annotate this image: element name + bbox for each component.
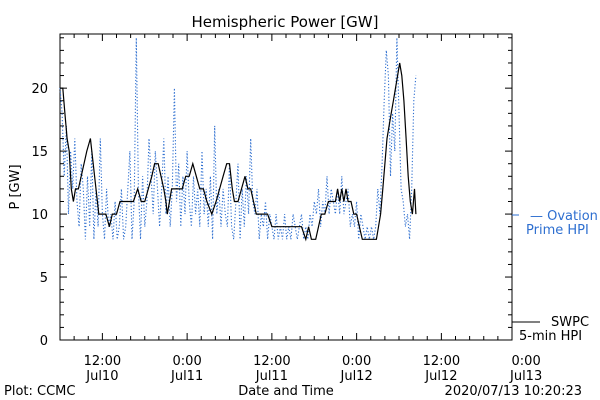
x-tick-time-label: 12:00 (423, 354, 460, 369)
x-tick-date-label: Jul11 (255, 369, 288, 384)
y-axis-label: P [GW] (8, 164, 23, 209)
legend-ovation-label-1: — Ovation (530, 209, 598, 224)
plot-credit: Plot: CCMC (4, 384, 75, 399)
x-tick-time-label: 0:00 (512, 354, 541, 369)
x-tick-date-label: Jul12 (340, 369, 373, 384)
x-tick-date-label: Jul10 (85, 369, 118, 384)
legend-swpc-label-1: SWPC (551, 315, 589, 330)
y-tick-label: 5 (40, 271, 48, 286)
series-swpc-line (60, 62, 417, 242)
y-axis: 0 5 10 15 20 (31, 37, 512, 349)
x-tick-time-label: 12:00 (84, 354, 121, 369)
y-tick-label: 20 (31, 82, 48, 97)
x-axis: 12:00Jul100:00Jul1112:00Jul110:00Jul1212… (59, 34, 542, 384)
x-tick-time-label: 0:00 (342, 354, 371, 369)
x-tick-time-label: 0:00 (173, 354, 202, 369)
x-tick-date-label: Jul12 (424, 369, 457, 384)
x-axis-label: Date and Time (238, 384, 334, 399)
y-tick-label: 10 (31, 208, 48, 223)
plot-frame (59, 33, 513, 341)
legend-ovation-label-2: Prime HPI (526, 223, 589, 238)
x-tick-time-label: 12:00 (253, 354, 290, 369)
x-tick-date-label: Jul11 (170, 369, 203, 384)
legend-swpc-label-2: 5-min HPI (519, 329, 582, 344)
chart-title: Hemispheric Power [GW] (192, 13, 379, 31)
y-tick-label: 0 (40, 334, 48, 349)
y-tick-label: 15 (31, 145, 48, 160)
plot-timestamp: 2020/07/13 10:20:23 (445, 384, 582, 399)
x-tick-date-label: Jul13 (509, 369, 542, 384)
series-layer (59, 37, 417, 242)
series-ovation-line (59, 37, 417, 240)
